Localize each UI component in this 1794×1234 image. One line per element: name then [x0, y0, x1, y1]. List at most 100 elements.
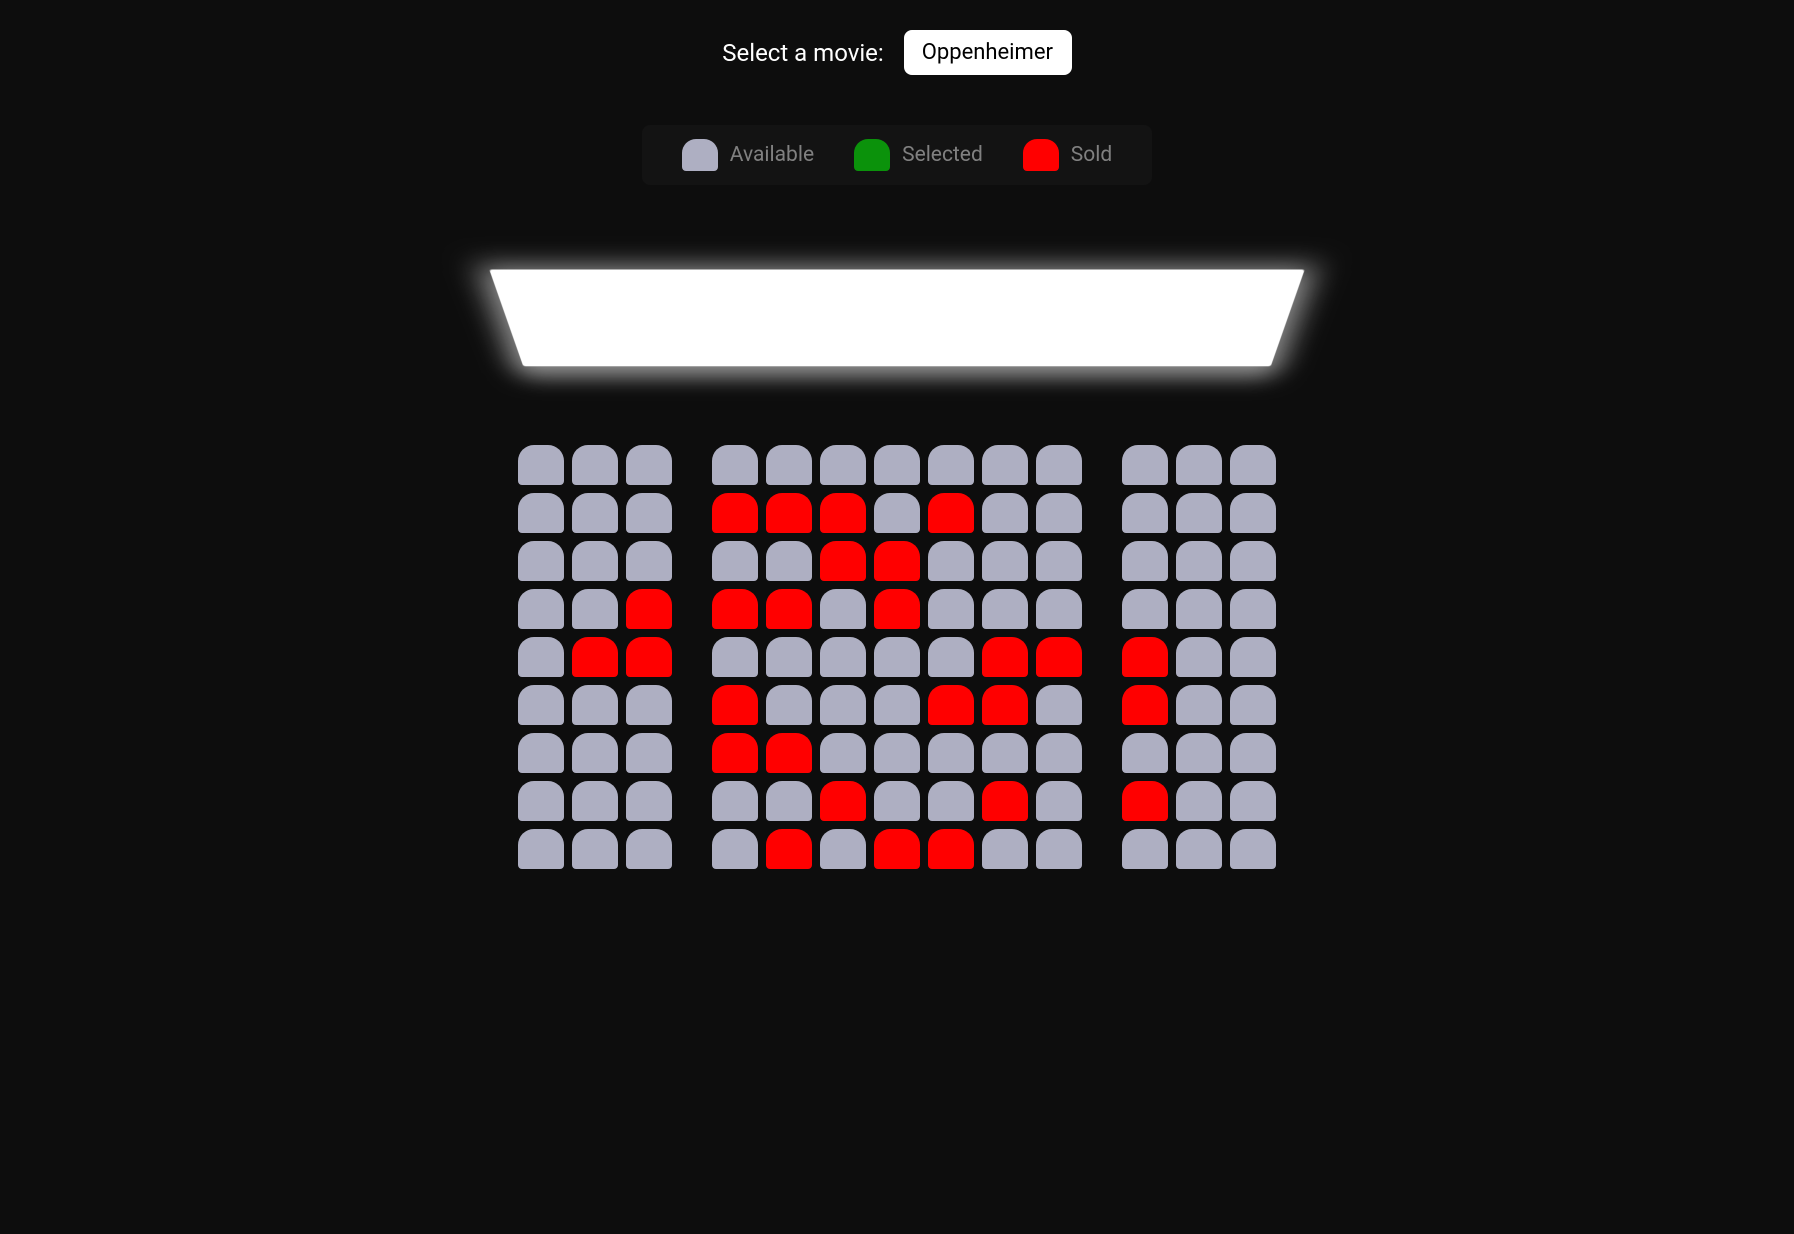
seat[interactable] — [982, 541, 1028, 581]
seat[interactable] — [874, 493, 920, 533]
seat[interactable] — [712, 445, 758, 485]
seat[interactable] — [1036, 493, 1082, 533]
seat[interactable] — [982, 733, 1028, 773]
seat[interactable] — [518, 781, 564, 821]
seat[interactable] — [518, 445, 564, 485]
seat[interactable] — [928, 781, 974, 821]
seat[interactable] — [766, 541, 812, 581]
seat[interactable] — [1230, 829, 1276, 869]
seat[interactable] — [1036, 589, 1082, 629]
seat[interactable] — [766, 685, 812, 725]
seat[interactable] — [1230, 637, 1276, 677]
seat[interactable] — [1176, 829, 1222, 869]
seat[interactable] — [820, 733, 866, 773]
seat[interactable] — [928, 589, 974, 629]
seat[interactable] — [626, 685, 672, 725]
seat[interactable] — [1036, 445, 1082, 485]
seat[interactable] — [1176, 781, 1222, 821]
seat[interactable] — [1230, 685, 1276, 725]
seat[interactable] — [712, 829, 758, 869]
seat[interactable] — [518, 493, 564, 533]
seat[interactable] — [518, 829, 564, 869]
seat[interactable] — [1176, 685, 1222, 725]
seat[interactable] — [1122, 541, 1168, 581]
seat — [1122, 781, 1168, 821]
aisle — [1090, 541, 1114, 581]
seat[interactable] — [518, 589, 564, 629]
seat[interactable] — [982, 829, 1028, 869]
seat[interactable] — [712, 781, 758, 821]
seat[interactable] — [1036, 685, 1082, 725]
seat — [820, 781, 866, 821]
seat[interactable] — [928, 733, 974, 773]
seat[interactable] — [874, 445, 920, 485]
seat[interactable] — [1176, 589, 1222, 629]
seat[interactable] — [820, 637, 866, 677]
seat[interactable] — [1036, 781, 1082, 821]
legend-item-sold: Sold — [1023, 139, 1112, 171]
seat[interactable] — [572, 493, 618, 533]
seat[interactable] — [572, 733, 618, 773]
seat[interactable] — [1122, 829, 1168, 869]
seat[interactable] — [518, 685, 564, 725]
seat[interactable] — [1176, 445, 1222, 485]
seat[interactable] — [1230, 493, 1276, 533]
seat[interactable] — [766, 781, 812, 821]
seat[interactable] — [1122, 445, 1168, 485]
seat[interactable] — [982, 493, 1028, 533]
seat[interactable] — [626, 781, 672, 821]
seat — [766, 829, 812, 869]
seat[interactable] — [712, 637, 758, 677]
seat[interactable] — [1176, 541, 1222, 581]
seat[interactable] — [626, 445, 672, 485]
seat[interactable] — [572, 781, 618, 821]
movie-select[interactable]: Oppenheimer — [904, 30, 1072, 75]
seat[interactable] — [820, 829, 866, 869]
seat[interactable] — [874, 733, 920, 773]
seat-row — [518, 685, 1276, 725]
seat[interactable] — [626, 541, 672, 581]
seat[interactable] — [1176, 493, 1222, 533]
seat[interactable] — [766, 445, 812, 485]
seat[interactable] — [572, 541, 618, 581]
seat[interactable] — [874, 781, 920, 821]
seat[interactable] — [820, 685, 866, 725]
seat[interactable] — [712, 541, 758, 581]
seat — [626, 637, 672, 677]
seat[interactable] — [518, 637, 564, 677]
seat[interactable] — [1176, 733, 1222, 773]
seat[interactable] — [1230, 589, 1276, 629]
seat — [626, 589, 672, 629]
seat[interactable] — [1036, 541, 1082, 581]
seat[interactable] — [766, 637, 812, 677]
seat[interactable] — [874, 685, 920, 725]
seat[interactable] — [1230, 733, 1276, 773]
seat[interactable] — [626, 493, 672, 533]
seat[interactable] — [820, 445, 866, 485]
seat[interactable] — [518, 541, 564, 581]
seat[interactable] — [518, 733, 564, 773]
seat[interactable] — [1176, 637, 1222, 677]
seat[interactable] — [572, 445, 618, 485]
seat[interactable] — [928, 445, 974, 485]
seat[interactable] — [1230, 445, 1276, 485]
seat[interactable] — [626, 829, 672, 869]
seat[interactable] — [982, 445, 1028, 485]
seat[interactable] — [1230, 541, 1276, 581]
seat[interactable] — [626, 733, 672, 773]
aisle — [680, 685, 704, 725]
seat[interactable] — [1230, 781, 1276, 821]
seat[interactable] — [928, 637, 974, 677]
seat[interactable] — [820, 589, 866, 629]
seat[interactable] — [874, 637, 920, 677]
seat[interactable] — [572, 829, 618, 869]
seat[interactable] — [1036, 733, 1082, 773]
seat[interactable] — [1122, 493, 1168, 533]
seat[interactable] — [1122, 733, 1168, 773]
seat[interactable] — [1122, 589, 1168, 629]
seat[interactable] — [928, 541, 974, 581]
seat[interactable] — [572, 589, 618, 629]
seat[interactable] — [1036, 829, 1082, 869]
seat[interactable] — [572, 685, 618, 725]
seat[interactable] — [982, 589, 1028, 629]
